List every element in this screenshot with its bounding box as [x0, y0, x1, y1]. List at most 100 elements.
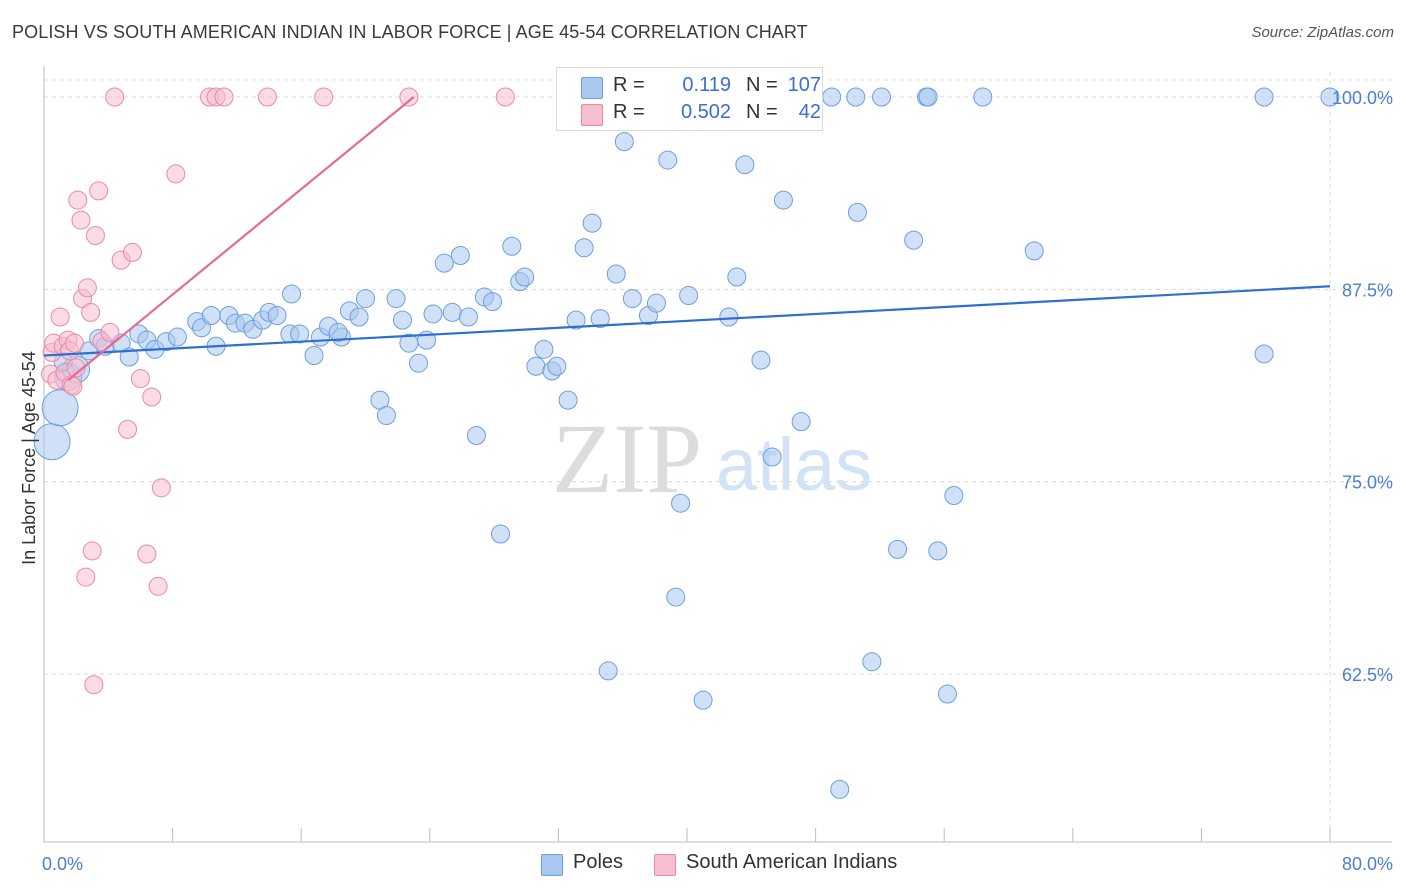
sa-indians-point-39 [314, 87, 334, 107]
poles-point-96 [937, 684, 957, 704]
legend-r-label: R = [613, 74, 645, 96]
correlation-legend: R = 0.119 N = 107 R = 0.502 N = 42 [556, 67, 823, 131]
poles-point-90 [872, 87, 892, 107]
poles-point-51 [482, 292, 502, 312]
poles-point-84 [791, 412, 811, 432]
poles-point-87 [846, 87, 866, 107]
legend-n-label: N = [746, 101, 778, 123]
sa-indians-point-14 [71, 210, 91, 230]
poles-point-48 [458, 307, 478, 327]
poles-point-27 [290, 324, 310, 344]
poles-point-33 [328, 322, 348, 342]
poles-point-94 [918, 87, 938, 107]
series-south-american-indians [40, 87, 515, 695]
poles-point-92 [904, 230, 924, 250]
bottom-legend-poles: Poles [541, 851, 681, 877]
poles-point-100 [1254, 87, 1274, 107]
x-tick-label-1: 80.0% [1342, 854, 1393, 874]
poles-point-29 [304, 345, 324, 365]
sa-indians-point-40 [399, 87, 419, 107]
poles-point-47 [450, 245, 470, 265]
legend-swatch-poles [581, 77, 603, 99]
poles-point-97 [944, 486, 964, 506]
poles-point-66 [606, 264, 626, 284]
poles-point-76 [693, 690, 713, 710]
sa-indians-point-12 [66, 358, 86, 378]
poles-point-81 [751, 350, 771, 370]
poles-point-25 [267, 305, 287, 325]
trend-line-0 [43, 285, 1331, 357]
poles-point-64 [590, 309, 610, 329]
legend-r-label: R = [613, 101, 645, 123]
poles-point-52 [491, 524, 511, 544]
poles-point-44 [423, 304, 443, 324]
sa-indians-point-24 [100, 322, 120, 342]
legend-n-value: 42 [798, 101, 821, 123]
poles-point-28 [282, 284, 302, 304]
poles-point-60 [558, 390, 578, 410]
poles-point-73 [666, 587, 686, 607]
sa-indians-point-21 [85, 225, 105, 245]
legend-n-label: N = [746, 74, 778, 96]
sa-indians-point-33 [151, 478, 171, 498]
trend-lines [43, 96, 1331, 381]
watermark-atlas: atlas [716, 423, 872, 506]
legend-n-value: 107 [787, 74, 821, 96]
poles-point-36 [356, 289, 375, 309]
poles-point-57 [534, 339, 554, 359]
poles-point-71 [646, 293, 666, 313]
sa-indians-point-16 [76, 567, 96, 587]
poles-point-39 [386, 289, 406, 309]
poles-point-17 [201, 305, 221, 325]
poles-point-63 [582, 213, 602, 233]
poles-point-85 [822, 87, 842, 107]
sa-indians-point-11 [65, 333, 85, 353]
poles-point-42 [409, 353, 429, 373]
sa-indians-point-25 [105, 87, 125, 107]
sa-indians-point-20 [84, 675, 104, 695]
y-axis-label: In Labor Force | Age 45-54 [19, 351, 39, 565]
poles-point-83 [773, 190, 793, 210]
poles-point-0 [33, 423, 71, 461]
watermark: ZIP atlas [552, 403, 872, 514]
poles-point-9 [119, 347, 139, 367]
poles-point-89 [862, 652, 882, 672]
sa-indians-point-4 [50, 307, 70, 327]
poles-point-56 [526, 356, 546, 376]
poles-point-38 [376, 406, 396, 426]
poles-point-67 [614, 132, 634, 152]
sa-indians-point-37 [214, 87, 234, 107]
poles-point-79 [727, 267, 747, 287]
bottom-legend-south-american-indians: South American Indians [654, 851, 954, 877]
y-tick-label-3: 62.5% [1342, 665, 1393, 685]
sa-indians-point-18 [81, 302, 101, 322]
poles-point-86 [830, 779, 850, 799]
sa-indians-point-22 [89, 181, 109, 201]
poles-point-1 [41, 389, 79, 427]
source-label: Source: ZipAtlas.com [1251, 24, 1394, 41]
y-tick-label-0: 100.0% [1332, 88, 1393, 108]
sa-indians-point-32 [148, 576, 168, 596]
sa-indians-point-41 [495, 87, 515, 107]
poles-point-75 [679, 285, 699, 305]
poles-point-61 [566, 310, 586, 330]
sa-indians-point-10 [63, 376, 83, 396]
poles-point-55 [515, 267, 535, 287]
bottom-legend-swatch-poles [541, 854, 563, 876]
y-tick-label-2: 75.0% [1342, 473, 1393, 493]
chart-title: POLISH VS SOUTH AMERICAN INDIAN IN LABOR… [12, 22, 808, 42]
legend-r-value: 0.119 [682, 74, 731, 96]
poles-point-46 [442, 302, 462, 322]
sa-indians-point-29 [130, 369, 150, 389]
poles-point-62 [574, 238, 594, 258]
legend-r-value: 0.502 [680, 101, 731, 123]
sa-indians-point-17 [77, 278, 97, 298]
bottom-legend-label: Poles [573, 851, 624, 873]
poles-point-53 [502, 236, 522, 256]
poles-point-80 [735, 155, 755, 175]
poles-point-65 [598, 661, 618, 681]
poles-point-91 [888, 539, 908, 559]
poles-point-102 [1320, 87, 1340, 107]
poles-point-95 [928, 541, 948, 561]
